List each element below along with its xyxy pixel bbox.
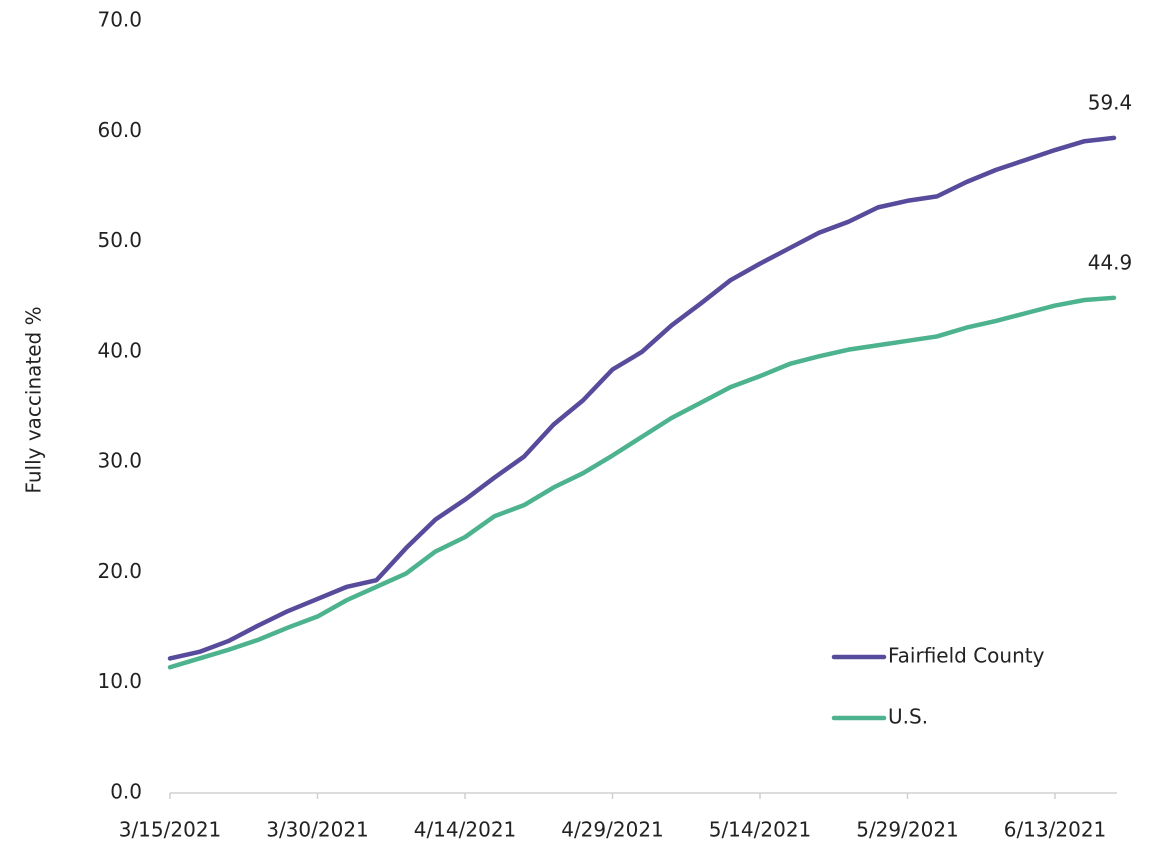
y-tick-label: 40.0 bbox=[97, 338, 142, 362]
y-tick-label: 20.0 bbox=[97, 559, 142, 583]
y-tick-label: 10.0 bbox=[97, 669, 142, 693]
y-tick-label: 30.0 bbox=[97, 449, 142, 473]
data-label: 44.9 bbox=[1088, 250, 1133, 274]
x-tick-label: 5/14/2021 bbox=[709, 818, 812, 842]
legend-label: U.S. bbox=[888, 705, 928, 729]
x-tick-label: 6/13/2021 bbox=[1004, 818, 1107, 842]
x-tick-label: 4/29/2021 bbox=[561, 818, 664, 842]
y-tick-label: 0.0 bbox=[110, 780, 142, 804]
series-line bbox=[167, 135, 1117, 661]
x-tick-label: 4/14/2021 bbox=[414, 818, 517, 842]
x-tick-label: 3/15/2021 bbox=[119, 818, 222, 842]
legend-label: Fairfield County bbox=[888, 644, 1045, 668]
y-axis-title: Fully vaccinated % bbox=[22, 306, 46, 493]
x-tick-label: 5/29/2021 bbox=[856, 818, 959, 842]
series-line bbox=[167, 295, 1117, 670]
x-tick-label: 3/30/2021 bbox=[266, 818, 369, 842]
data-label: 59.4 bbox=[1088, 90, 1133, 114]
y-tick-label: 60.0 bbox=[97, 118, 142, 142]
y-tick-label: 50.0 bbox=[97, 228, 142, 252]
y-tick-label: 70.0 bbox=[97, 8, 142, 32]
